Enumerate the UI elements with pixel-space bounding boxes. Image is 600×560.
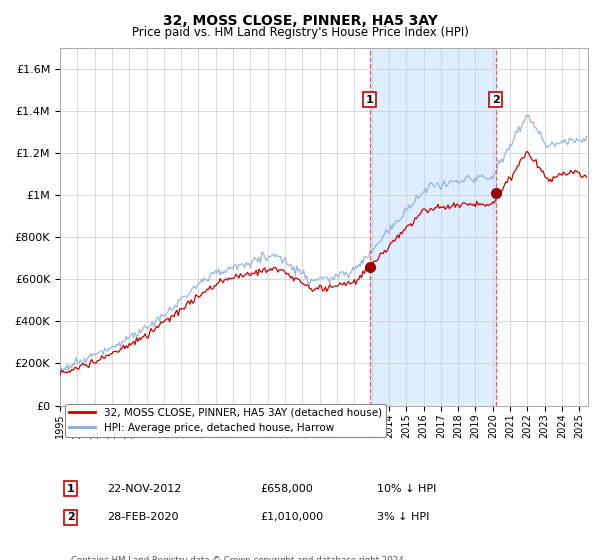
- Text: 28-FEB-2020: 28-FEB-2020: [107, 512, 179, 522]
- Text: 1: 1: [67, 484, 74, 494]
- Text: 2: 2: [67, 512, 74, 522]
- Text: Contains HM Land Registry data © Crown copyright and database right 2024.
This d: Contains HM Land Registry data © Crown c…: [71, 556, 406, 560]
- Text: 32, MOSS CLOSE, PINNER, HA5 3AY: 32, MOSS CLOSE, PINNER, HA5 3AY: [163, 14, 437, 28]
- Text: 10% ↓ HPI: 10% ↓ HPI: [377, 484, 436, 494]
- Text: 3% ↓ HPI: 3% ↓ HPI: [377, 512, 429, 522]
- Text: £658,000: £658,000: [260, 484, 313, 494]
- Text: 1: 1: [366, 95, 374, 105]
- Legend: 32, MOSS CLOSE, PINNER, HA5 3AY (detached house), HPI: Average price, detached h: 32, MOSS CLOSE, PINNER, HA5 3AY (detache…: [65, 404, 386, 437]
- Bar: [370, 48, 496, 405]
- Text: 22-NOV-2012: 22-NOV-2012: [107, 484, 182, 494]
- Text: Price paid vs. HM Land Registry's House Price Index (HPI): Price paid vs. HM Land Registry's House …: [131, 26, 469, 39]
- Text: 2: 2: [492, 95, 499, 105]
- Text: £1,010,000: £1,010,000: [260, 512, 324, 522]
